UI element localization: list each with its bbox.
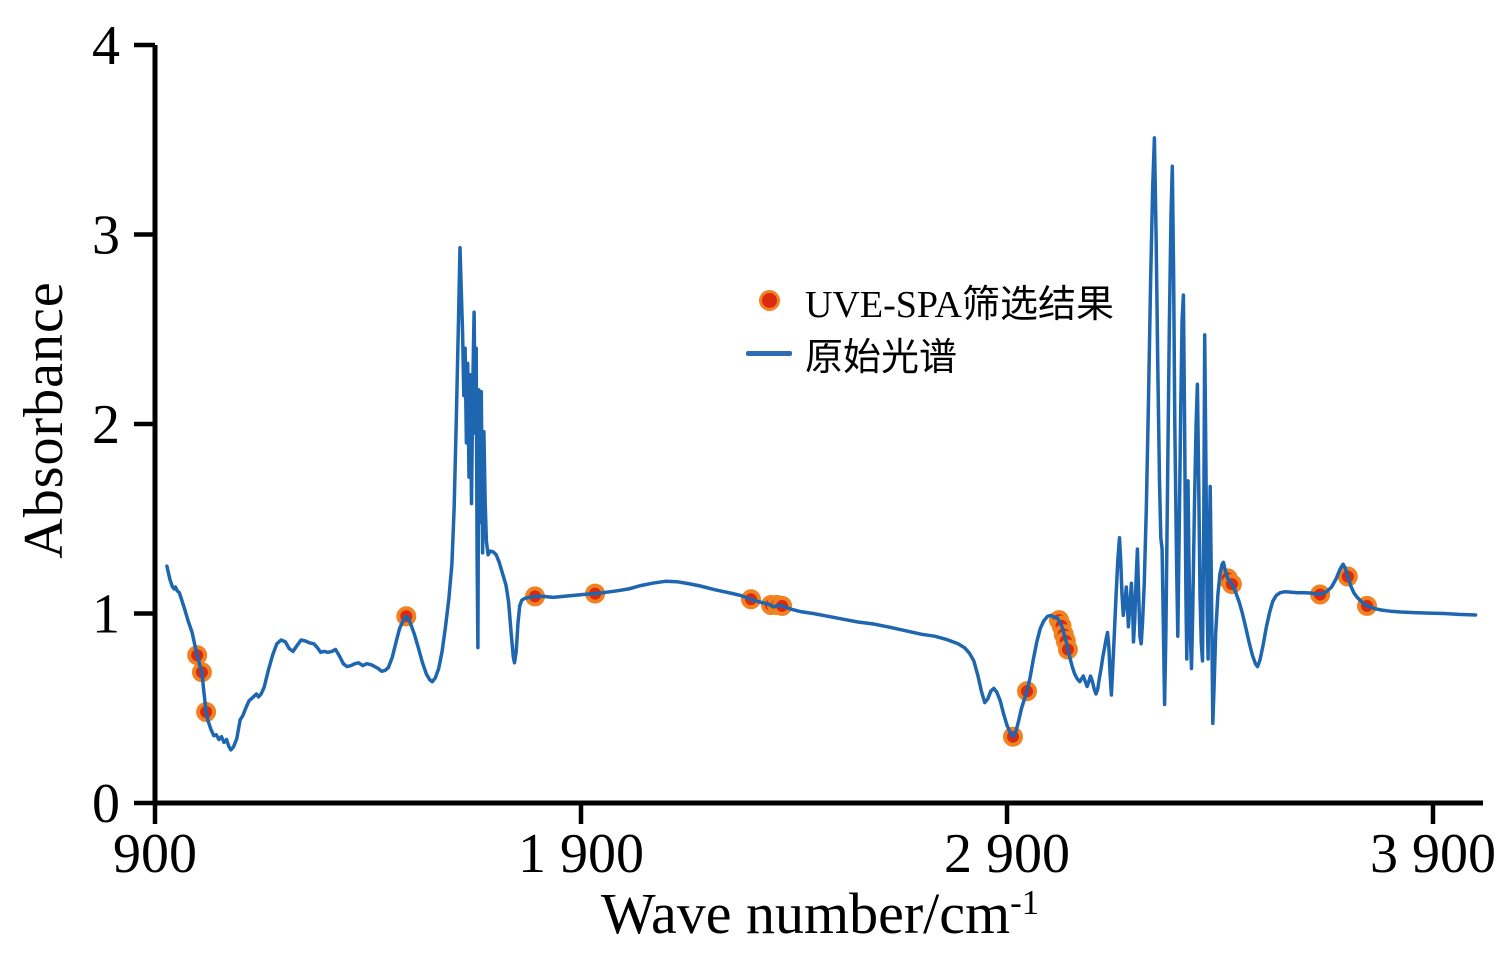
x-tick-label: 900 (113, 823, 197, 885)
legend-label-uve-spa: UVE-SPA筛选结果 (805, 284, 1114, 326)
x-axis-title-text: Wave number/cm (600, 881, 1011, 946)
legend-item-uve-spa: UVE-SPA筛选结果 (733, 274, 1114, 327)
y-axis-title: Absorbance (13, 281, 75, 559)
y-tick-label: 3 (92, 205, 120, 267)
tick-labels: 0 1 2 3 4 900 1 900 2 900 3 900 (92, 15, 1496, 885)
selected-point-marker-icon (761, 293, 777, 308)
legend-label-original-spectrum: 原始光谱 (805, 337, 958, 379)
axes (152, 45, 1483, 806)
spectrum-line (165, 136, 1478, 752)
y-tick-label: 1 (92, 584, 120, 646)
legend-marker-cell (733, 293, 805, 308)
x-axis-title: Wave number/cm-1 (601, 880, 1039, 947)
y-tick-label: 0 (92, 773, 120, 835)
y-tick-label: 4 (92, 15, 120, 77)
legend-item-original-spectrum: 原始光谱 (733, 327, 1114, 380)
axis-lines (152, 45, 1483, 806)
selected-points (187, 566, 1377, 747)
x-tick-label: 2 900 (944, 823, 1070, 885)
x-axis-title-superscript: -1 (1010, 882, 1040, 922)
axis-ticks (134, 42, 1436, 824)
x-tick-label: 1 900 (518, 823, 644, 885)
legend: UVE-SPA筛选结果 原始光谱 (733, 274, 1114, 380)
x-tick-label: 3 900 (1370, 823, 1496, 885)
legend-marker-cell (733, 351, 805, 356)
spectrum-line-marker-icon (746, 351, 792, 356)
y-tick-label: 2 (92, 394, 120, 456)
